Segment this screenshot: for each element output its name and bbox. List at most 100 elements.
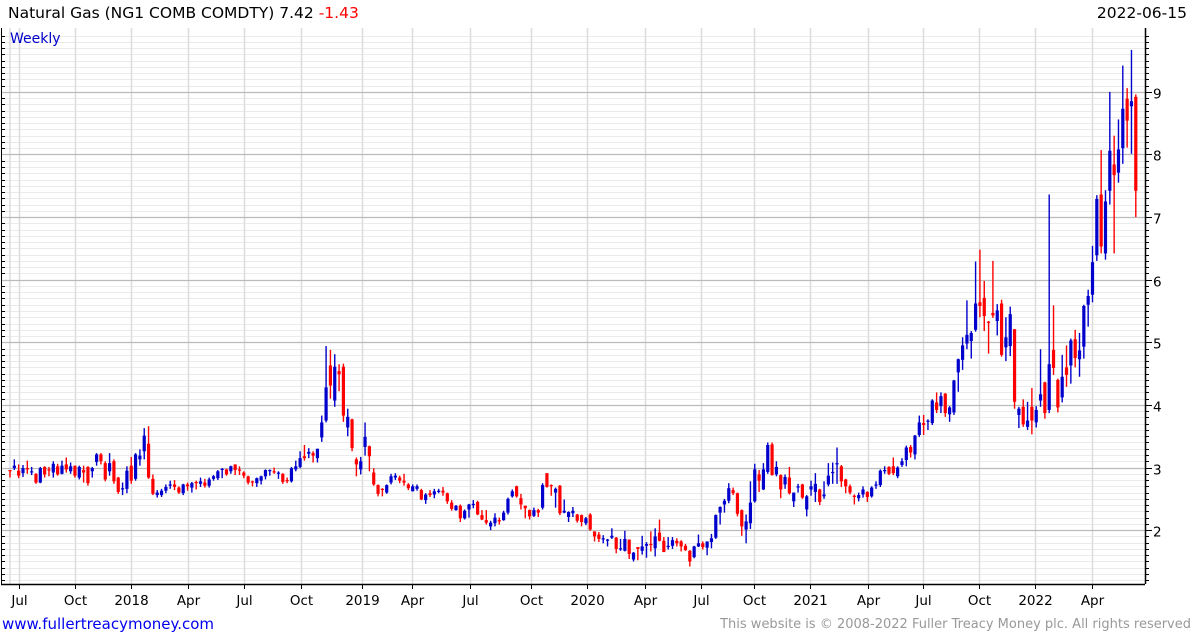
candle-up [1116, 119, 1121, 183]
candle-down [17, 464, 21, 479]
candle-body [926, 420, 930, 422]
candle-body [419, 490, 423, 500]
candle-body [1043, 382, 1047, 414]
candle-down [25, 460, 29, 474]
candle-body [891, 466, 895, 474]
candle-up [1108, 91, 1112, 205]
candle-down [86, 466, 90, 486]
candle-body [341, 366, 346, 416]
candle-down [675, 538, 679, 547]
candle-body [328, 365, 333, 386]
candle-up [562, 499, 566, 514]
candle-up [653, 528, 657, 557]
candle-up [454, 505, 458, 511]
price-change: -1.43 [318, 4, 359, 22]
candle-body [272, 471, 276, 473]
candle-body [502, 512, 506, 521]
candle-down [406, 483, 410, 491]
candle-body [679, 541, 683, 547]
candle-body [172, 484, 177, 487]
candle-body [125, 470, 129, 489]
candle-body [112, 461, 116, 482]
candle-body [1012, 329, 1017, 402]
candle-up [315, 448, 320, 463]
candle-body [168, 484, 172, 486]
candle-body [497, 520, 501, 522]
candle-body [528, 510, 532, 517]
candle-up [12, 459, 16, 471]
candle-up [913, 434, 917, 460]
candle-body [159, 490, 164, 496]
candle-body [826, 475, 830, 485]
candle-up [229, 465, 233, 474]
x-tick-label: 2018 [114, 593, 148, 609]
x-tick-label: Jul [914, 593, 931, 609]
x-tick-label: Oct [743, 593, 766, 609]
candle-body [610, 535, 614, 538]
candle-body [393, 475, 397, 478]
candle-body [1008, 314, 1012, 347]
candle-up [774, 461, 779, 477]
candle-body [1021, 406, 1025, 425]
candle-body [683, 545, 688, 551]
candle-down [480, 510, 484, 521]
candle-body [709, 538, 714, 543]
candle-body [77, 466, 81, 478]
candle-down [887, 466, 891, 476]
candle-up [502, 510, 506, 521]
candle-body [748, 502, 753, 524]
candle-body [428, 493, 432, 496]
candle-body [805, 496, 809, 510]
candle-body [523, 505, 527, 509]
candle-up [973, 261, 978, 332]
candle-down [852, 494, 856, 505]
website-link[interactable]: www.fullertreacymoney.com [2, 615, 215, 633]
candle-up [948, 406, 952, 422]
candle-body [986, 321, 991, 323]
candle-up [904, 445, 908, 467]
candle-up [861, 486, 865, 498]
candle-body [813, 483, 817, 492]
candle-body [861, 489, 865, 495]
candle-body [831, 471, 835, 474]
candle-body [90, 468, 94, 472]
candle-down [1012, 329, 1017, 409]
candle-up [761, 463, 766, 491]
candle-down [891, 457, 895, 476]
candle-down [233, 464, 237, 476]
candle-up [1047, 194, 1051, 414]
candle-body [848, 486, 852, 493]
candle-body [107, 463, 112, 472]
candle-down [523, 505, 527, 519]
y-tick-label: 6 [1153, 275, 1162, 291]
candle-down [246, 475, 250, 485]
candle-up [21, 465, 25, 477]
candle-up [220, 468, 224, 479]
instrument-name: Natural Gas (NG1 COMB COMDTY) [8, 4, 275, 22]
candle-body [190, 483, 194, 488]
candle-up [792, 492, 796, 507]
candle-body [727, 488, 731, 501]
candle-body [1069, 340, 1073, 366]
candle-down [558, 485, 562, 516]
candle-down [848, 484, 852, 495]
candle-body [766, 445, 770, 472]
candle-body [566, 511, 571, 518]
y-tick-label: 3 [1153, 463, 1162, 479]
candle-up [709, 533, 714, 549]
candle-down [428, 490, 432, 497]
candle-up [571, 506, 575, 518]
candle-down [242, 471, 246, 479]
candle-up [1025, 401, 1030, 430]
candle-down [800, 483, 804, 499]
candle-up [207, 477, 211, 488]
candle-down [1064, 345, 1069, 387]
candle-down [398, 475, 402, 484]
candle-up [692, 545, 696, 559]
candle-body [298, 458, 302, 467]
candle-down [103, 461, 107, 482]
candle-body [961, 345, 965, 360]
candle-down [419, 488, 423, 501]
candle-up [618, 538, 623, 551]
candle-body [463, 510, 467, 519]
